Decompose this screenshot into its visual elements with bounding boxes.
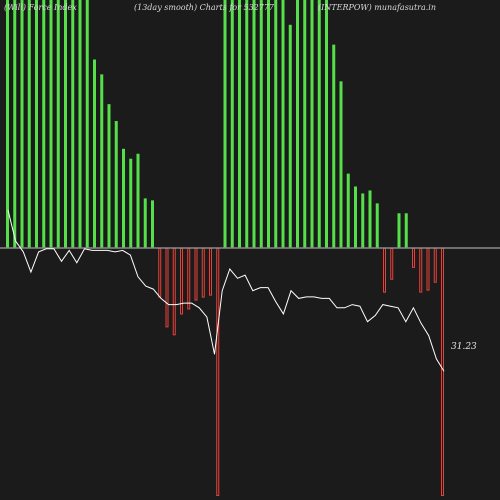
force-index-bar <box>303 0 307 248</box>
force-index-bar <box>6 0 9 248</box>
force-index-bar <box>433 248 437 283</box>
force-index-bar <box>93 59 96 248</box>
force-index-bar <box>194 248 198 301</box>
header-source: (INTERPOW) munafasutra.in <box>318 3 437 12</box>
force-index-bar <box>252 0 256 248</box>
force-index-bar <box>78 0 82 248</box>
force-index-bar <box>20 0 24 248</box>
force-index-bar <box>143 198 147 248</box>
force-index-bar <box>165 248 169 328</box>
force-index-bar <box>187 248 191 310</box>
force-index-bar <box>332 44 336 248</box>
force-index-bar <box>56 0 60 248</box>
force-index-bar <box>35 0 38 248</box>
force-index-bar <box>267 0 270 248</box>
force-index-bar <box>383 248 386 293</box>
force-index-bar <box>412 248 415 268</box>
force-index-bar <box>13 0 17 248</box>
smoothed-line <box>7 209 445 372</box>
force-index-bar <box>129 158 133 248</box>
force-index-bar <box>122 148 125 248</box>
force-index-bar <box>426 248 430 291</box>
force-index-bar <box>223 0 227 248</box>
force-index-bar <box>49 0 53 248</box>
force-index-bar <box>375 203 379 248</box>
force-index-bar <box>310 0 314 248</box>
force-index-bar <box>85 0 89 248</box>
force-index-bar <box>245 0 249 248</box>
force-index-bar <box>209 248 212 296</box>
force-index-bar <box>404 213 408 248</box>
force-index-bar <box>288 24 292 248</box>
header-chart-title: (13day smooth) Charts for 532777 <box>134 3 275 12</box>
force-index-bar <box>230 0 234 248</box>
force-index-bar <box>339 81 343 249</box>
force-index-bar <box>317 0 321 248</box>
force-index-bar <box>151 200 154 248</box>
force-index-bar <box>361 193 365 248</box>
force-index-bar <box>259 0 263 248</box>
force-index-bar <box>42 0 46 248</box>
force-index-bar <box>158 248 162 298</box>
force-index-bar <box>100 74 104 249</box>
force-index-bar <box>64 0 67 248</box>
force-index-bar <box>419 248 423 293</box>
force-index-bar <box>354 186 357 248</box>
force-index-bar <box>441 248 444 496</box>
force-index-bar <box>368 190 372 248</box>
force-index-bar <box>201 248 205 298</box>
force-index-bar <box>397 213 401 248</box>
force-index-bar <box>216 248 220 496</box>
force-index-bar <box>107 104 111 248</box>
header-indicator-name: (Will) Force Index <box>4 3 77 12</box>
force-index-bar <box>172 248 176 336</box>
force-index-bar <box>27 0 31 248</box>
last-value-label: 31.23 <box>451 342 477 352</box>
force-index-bar <box>390 248 394 280</box>
force-index-bar <box>238 0 241 248</box>
force-index-bar <box>281 0 285 248</box>
force-index-bar <box>296 0 299 248</box>
force-index-bar <box>325 0 328 248</box>
force-index-bar <box>346 173 350 248</box>
force-index-bar <box>71 0 75 248</box>
force-index-bar <box>114 121 118 248</box>
force-index-bar <box>136 153 140 248</box>
force-index-bar <box>274 0 278 248</box>
